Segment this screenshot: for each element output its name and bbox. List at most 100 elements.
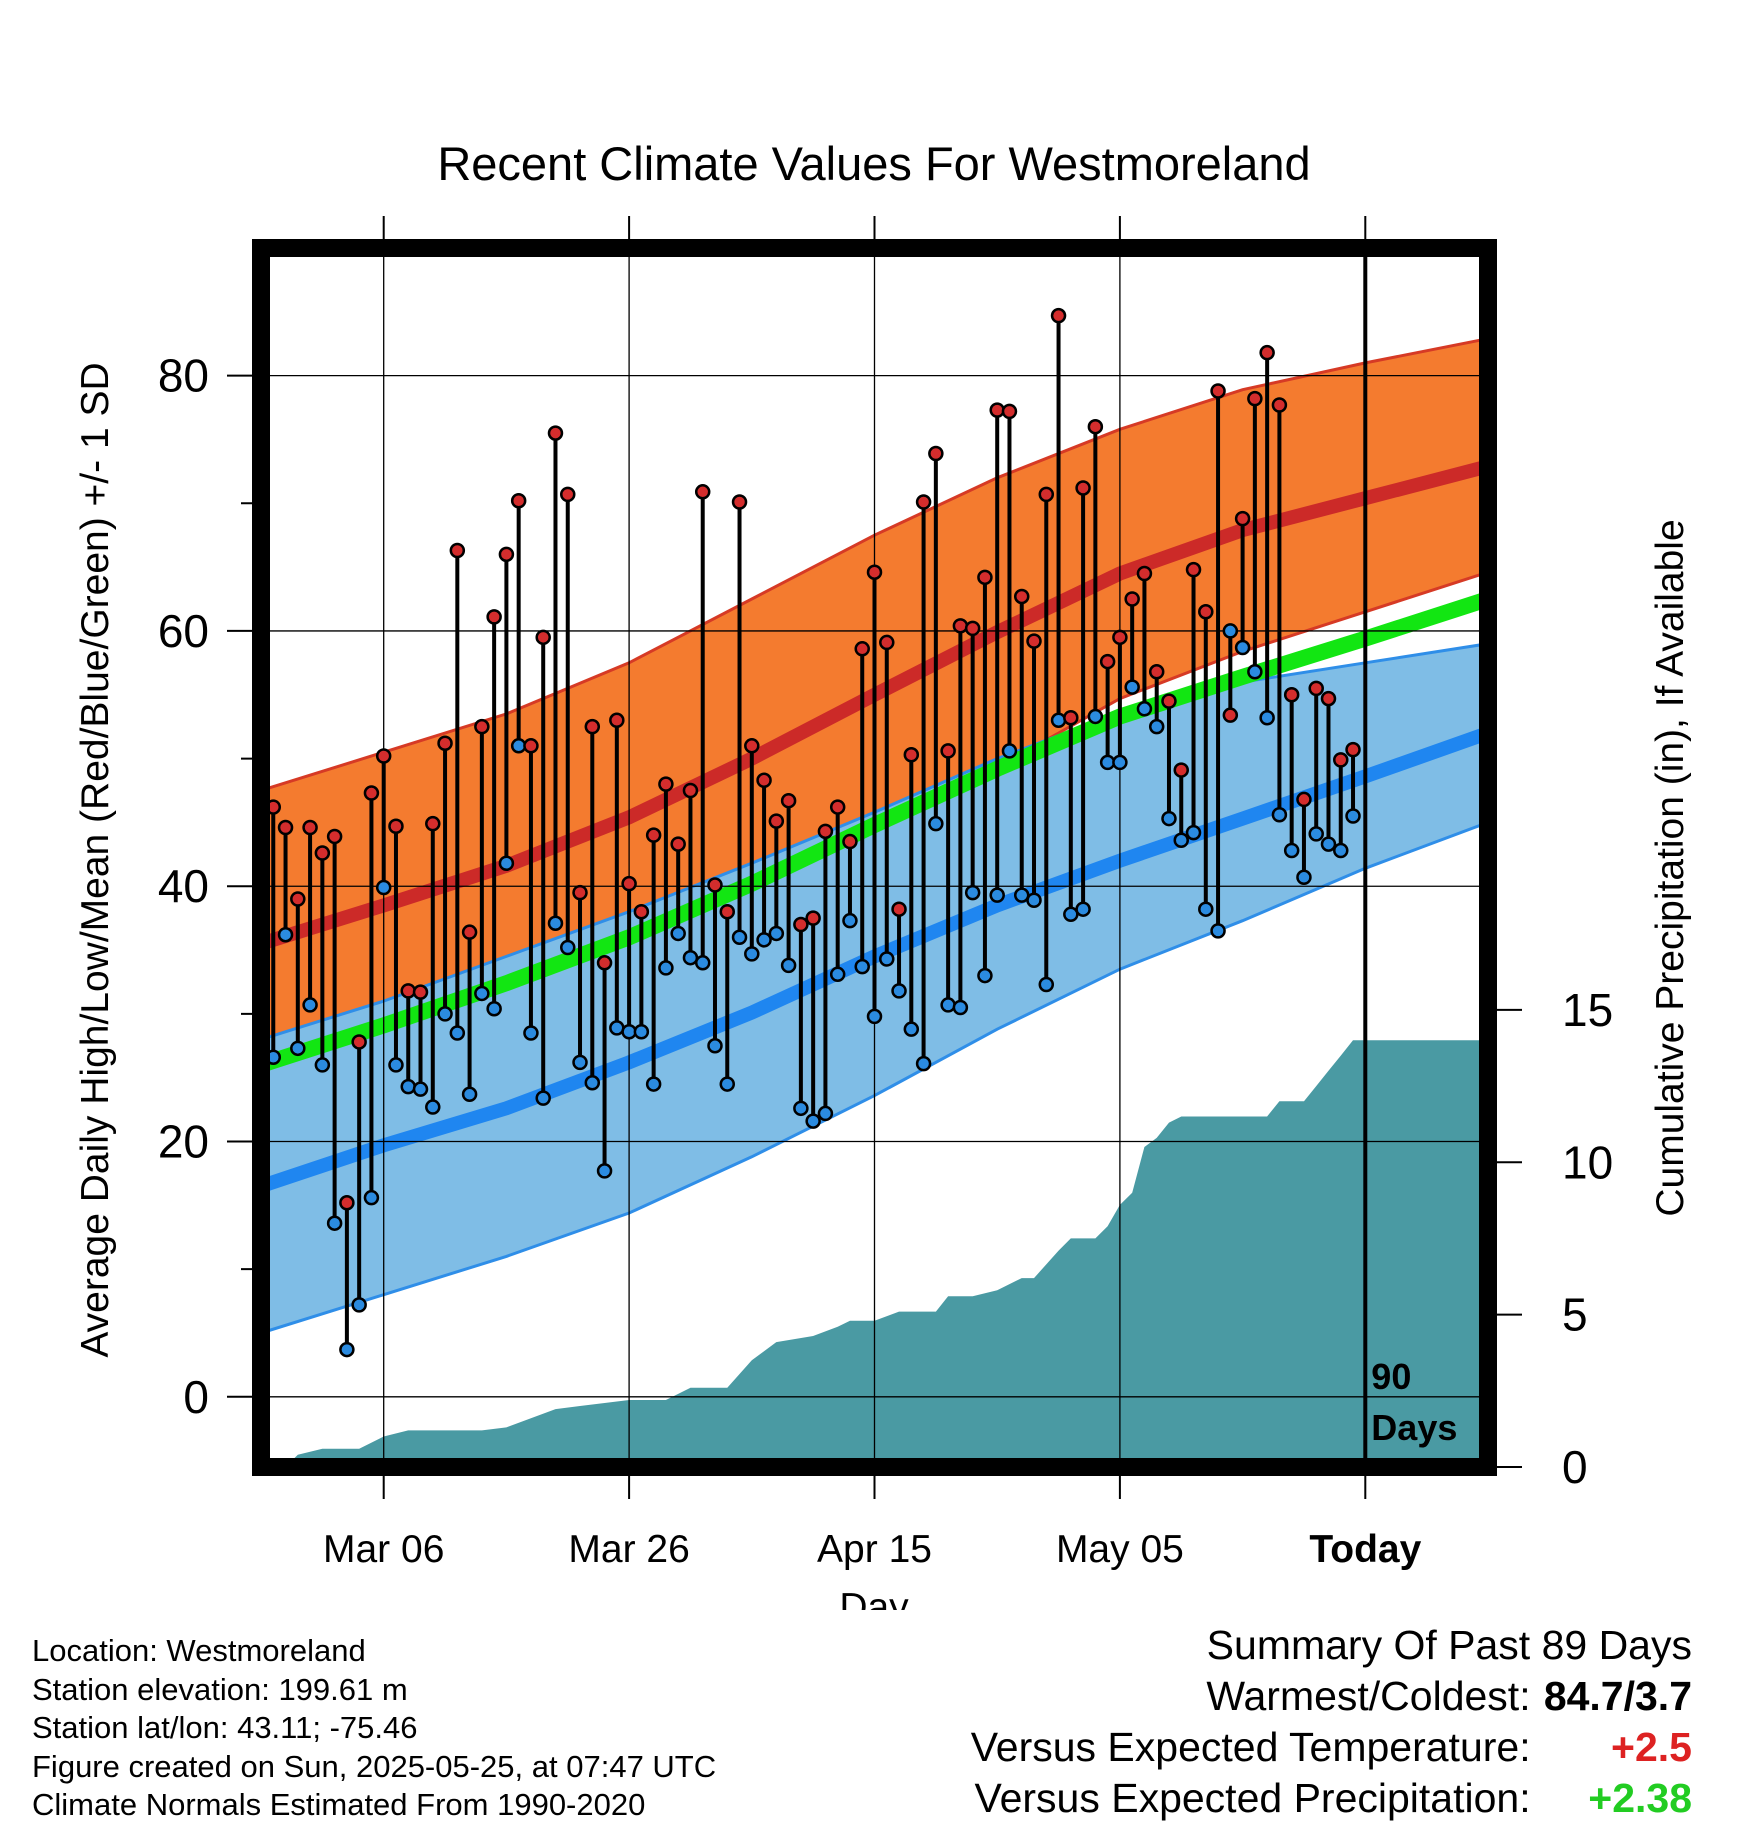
high-point (1234, 510, 1251, 527)
high-point (633, 903, 650, 920)
normals-text: Climate Normals Estimated From 1990-2020 (32, 1787, 646, 1822)
low-point (719, 1076, 736, 1092)
low-point (707, 1038, 723, 1054)
high-point (1112, 629, 1128, 646)
precip-vs-expected-value: +2.38 (1588, 1775, 1692, 1821)
low-point (1320, 836, 1337, 852)
climate-chart: Recent Climate Values For Westmoreland 0… (74, 137, 1692, 1610)
high-point (940, 743, 956, 759)
low-point (412, 1081, 429, 1097)
high-point (1050, 307, 1067, 324)
high-point (780, 792, 797, 809)
low-point (1026, 892, 1042, 909)
low-point (1112, 754, 1128, 771)
high-point (1063, 709, 1079, 726)
low-point (928, 815, 944, 832)
high-point (1296, 791, 1312, 808)
high-point (1148, 664, 1165, 680)
high-point (756, 772, 772, 789)
observations-layer (265, 307, 1361, 1358)
x-tick-label: Today (1309, 1528, 1421, 1571)
high-point (449, 542, 466, 559)
low-point (1001, 743, 1018, 759)
high-point (854, 641, 870, 657)
low-point (744, 946, 760, 962)
low-point (842, 912, 858, 929)
axes-layer: 0 20 40 60 80 0 5 10 15 Mar 06 Mar 26 Apr 15 May 05 T… (158, 216, 1613, 1571)
high-point (1247, 390, 1263, 407)
y-tick-label: 60 (158, 605, 209, 657)
high-point (400, 983, 416, 999)
low-point (940, 997, 956, 1013)
high-point (326, 828, 343, 845)
warmest-coldest-value: 84.7/3.7 (1543, 1673, 1692, 1719)
low-point (400, 1078, 416, 1095)
low-point (793, 1100, 809, 1117)
high-point (1259, 344, 1275, 361)
y2-tick-label: 0 (1562, 1441, 1588, 1493)
plot-frame (252, 239, 1497, 1476)
low-point (1222, 623, 1239, 639)
high-point (572, 884, 588, 901)
high-point (290, 891, 306, 907)
high-point (1124, 591, 1140, 607)
low-point (829, 966, 846, 983)
x-tick-label: Mar 26 (568, 1528, 689, 1571)
high-point (609, 712, 625, 729)
low-point (1148, 718, 1165, 735)
high-point (1161, 693, 1177, 709)
high-point (694, 484, 711, 500)
high-point (829, 799, 846, 815)
high-point (670, 836, 686, 852)
high-point (1271, 397, 1288, 413)
high-point (744, 738, 760, 754)
high-point (879, 634, 895, 651)
low-point (1198, 901, 1214, 917)
low-point (584, 1075, 601, 1091)
high-point (1345, 741, 1361, 758)
summary-panel: Summary Of Past 89 Days Warmest/Coldest:… (971, 1620, 1692, 1824)
low-point (854, 958, 870, 975)
high-point (1283, 687, 1300, 703)
low-point (1271, 806, 1288, 823)
low-point (731, 929, 748, 946)
chart-title: Recent Climate Values For Westmoreland (437, 137, 1310, 190)
high-point (707, 877, 723, 893)
low-point (1075, 901, 1091, 917)
high-point (363, 785, 380, 801)
low-point (977, 967, 993, 984)
high-point (474, 718, 490, 735)
high-point (1026, 633, 1042, 649)
high-point (1320, 690, 1337, 707)
low-point (1038, 976, 1055, 993)
low-point (339, 1341, 355, 1358)
low-point (523, 1025, 539, 1041)
low-point (1234, 639, 1251, 656)
y2-tick-label: 10 (1562, 1136, 1613, 1188)
temp-vs-expected-value: +2.5 (1611, 1724, 1692, 1770)
y-tick-label: 40 (158, 860, 209, 912)
today-days-label: Days (1371, 1407, 1457, 1448)
precipitation-area (261, 1040, 1488, 1467)
low-point (461, 1086, 478, 1103)
low-point (375, 879, 392, 896)
low-point (596, 1163, 613, 1179)
precip-vs-expected-row: Versus Expected Precipitation: +2.38 (971, 1773, 1693, 1824)
high-point (277, 819, 294, 836)
high-point (1198, 604, 1214, 620)
high-point (1308, 680, 1324, 697)
high-point (1001, 403, 1018, 420)
low-point (609, 1020, 625, 1036)
high-point (351, 1034, 367, 1050)
y2-tick-label: 15 (1562, 984, 1613, 1036)
high-point (817, 823, 834, 840)
low-point (964, 884, 981, 901)
high-point (1136, 565, 1153, 582)
low-point (535, 1090, 551, 1106)
y-axis-label: Average Daily High/Low/Mean (Red/Blue/Gr… (74, 362, 117, 1357)
high-point (682, 782, 699, 799)
y2-tick-label: 5 (1562, 1289, 1588, 1341)
x-axis-label: Day (839, 1586, 909, 1610)
high-point (1013, 588, 1030, 605)
low-point (302, 997, 318, 1013)
